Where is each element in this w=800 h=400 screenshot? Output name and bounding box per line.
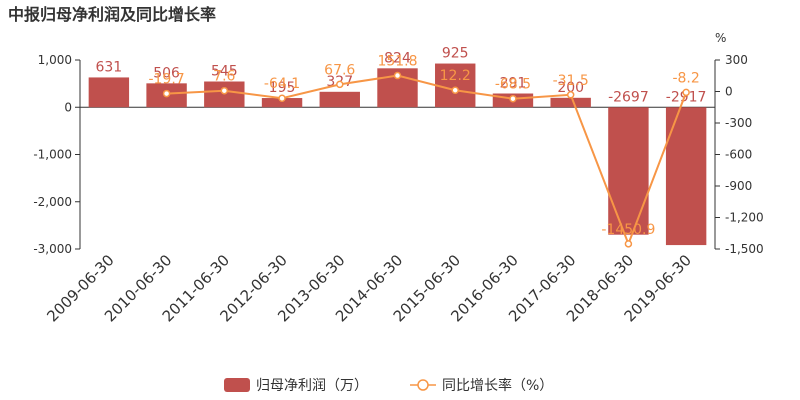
bar <box>261 98 303 108</box>
left-tick-label: 0 <box>64 100 72 114</box>
growth-data-label: 151.8 <box>377 54 417 70</box>
growth-point <box>451 86 459 94</box>
category-labels: 2009-06-302010-06-302011-06-302012-06-30… <box>43 251 695 325</box>
left-tick-label: -1,000 <box>33 148 72 162</box>
bar-data-label: -2917 <box>666 89 707 105</box>
right-tick-label: -600 <box>725 148 752 162</box>
right-axis: 300 0 -300 -600 -900 -1,200 -1,500 <box>714 53 764 256</box>
growth-data-label: -64.1 <box>264 76 300 92</box>
growth-point <box>162 89 171 98</box>
growth-data-label: 7.6 <box>213 69 235 85</box>
bar-data-label: 545 <box>211 63 238 79</box>
growth-point <box>566 91 575 99</box>
chart-title: 中报归母净利润及同比增长率 <box>8 5 216 24</box>
growth-data-label: -19.7 <box>148 72 184 88</box>
right-tick-label: -300 <box>725 116 752 130</box>
growth-data-label: 67.6 <box>324 62 355 78</box>
right-tick-label: -1,200 <box>725 211 764 225</box>
bar-series: 631506545195327824925291200-2697-2917 <box>88 46 707 246</box>
legend-line-marker <box>417 379 429 391</box>
left-tick-label: -3,000 <box>33 242 72 256</box>
growth-point <box>682 88 690 97</box>
growth-point <box>624 240 633 248</box>
legend-bar-swatch <box>224 378 250 392</box>
bar <box>435 63 476 108</box>
growth-point <box>278 94 286 102</box>
legend: 归母净利润（万） 同比增长率（%） <box>224 377 553 394</box>
bar <box>88 77 130 108</box>
left-tick-label: 1,000 <box>38 53 72 67</box>
growth-data-label: -1450.9 <box>601 222 655 238</box>
bar-data-label: 506 <box>153 65 180 81</box>
legend-line-label: 同比增长率（%） <box>442 377 553 394</box>
right-tick-label: 0 <box>725 85 733 99</box>
bar-data-label: -2697 <box>608 89 649 105</box>
bar-data-label: 631 <box>95 59 122 75</box>
growth-data-label: -31.5 <box>553 73 589 89</box>
growth-point <box>393 71 402 80</box>
growth-data-label: -68.5 <box>495 77 531 93</box>
right-axis-unit: % <box>715 31 726 45</box>
growth-line <box>166 74 688 247</box>
growth-point <box>509 94 517 103</box>
growth-point <box>220 86 229 95</box>
right-tick-label: 300 <box>725 53 748 67</box>
left-tick-label: -2,000 <box>33 195 72 209</box>
growth-point <box>336 80 344 89</box>
growth-data-label: 12.2 <box>440 68 471 84</box>
right-tick-label: -900 <box>725 179 752 193</box>
line-series: -19.7 7.6 -64.1 67.6 151.8 12.2 -68.5 -31.5 -145… <box>148 54 700 248</box>
bar-data-label: 291 <box>500 76 527 92</box>
bar-data-label: 195 <box>269 80 296 96</box>
bar-data-label: 824 <box>384 50 411 66</box>
bar <box>550 97 591 108</box>
growth-data-label: -8.2 <box>672 70 699 86</box>
bar-data-label: 925 <box>442 46 469 62</box>
legend-bar-label: 归母净利润（万） <box>256 377 368 394</box>
bar-data-label: 200 <box>557 80 584 96</box>
bar <box>608 107 649 235</box>
right-tick-label: -1,500 <box>725 242 764 256</box>
bar <box>319 91 360 108</box>
